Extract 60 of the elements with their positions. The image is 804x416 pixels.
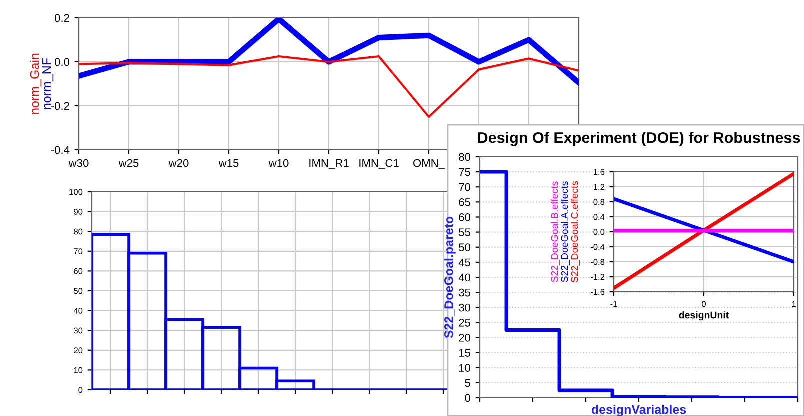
x-tick-label: OMN_ bbox=[413, 159, 446, 170]
y-tick-label: 40 bbox=[458, 274, 471, 282]
chart-title: Design Of Experiment (DOE) for Robustness bbox=[478, 132, 800, 146]
y-tick-label: 80 bbox=[459, 153, 471, 162]
y-tick-label: 0.2 bbox=[54, 14, 70, 22]
y-tick-label: 0.0 bbox=[594, 229, 605, 236]
text: S22_DoeGoal.B.effects bbox=[551, 182, 560, 282]
y-tick-label: 35 bbox=[459, 288, 471, 297]
x-tick-label: IMN_C1 bbox=[360, 159, 399, 170]
y-tick-label: 75 bbox=[459, 168, 471, 176]
y-tick-label: 50 bbox=[74, 288, 83, 294]
y-tick-label: 0 bbox=[78, 387, 83, 394]
y-tick-label: 30 bbox=[74, 328, 83, 334]
y-tick-label: 0.4 bbox=[594, 214, 605, 220]
y-tick-label: 70 bbox=[459, 183, 471, 192]
y-tick-label: 70 bbox=[74, 248, 83, 254]
y-tick-label: 65 bbox=[459, 198, 471, 206]
line-series bbox=[79, 55, 579, 118]
x-tick-label: IMN_R1 bbox=[310, 159, 349, 170]
x-tick-label: w25 bbox=[118, 159, 139, 168]
y-tick-label: 55 bbox=[459, 228, 471, 236]
y-tick-label: 60 bbox=[459, 214, 471, 222]
y-tick-label: 40 bbox=[74, 308, 83, 314]
y-tick-label: 30 bbox=[459, 304, 471, 312]
y-tick-label: 10 bbox=[74, 367, 83, 374]
x-tick-label: w20 bbox=[168, 159, 189, 168]
text: S22_DoeGoal.C.effects bbox=[571, 181, 580, 283]
x-tick-label: 1 bbox=[792, 301, 796, 308]
y-tick-label: 1.2 bbox=[594, 184, 605, 190]
text: S22_DoeGoal.A.effects bbox=[561, 182, 570, 282]
y-axis-title: S22_DoeGoal.pareto bbox=[444, 216, 456, 338]
text: norm_Gain bbox=[30, 54, 42, 114]
y-tick-label: 5 bbox=[465, 379, 471, 388]
x-tick-label: 0 bbox=[702, 301, 706, 308]
y-tick-label: -1.2 bbox=[590, 274, 605, 280]
x-tick-label: w10 bbox=[268, 159, 289, 168]
y-tick-label: -0.2 bbox=[51, 102, 70, 110]
y-tick-label: 20 bbox=[74, 348, 83, 354]
y-tick-label: 25 bbox=[459, 318, 471, 327]
y-tick-label: 0.0 bbox=[54, 58, 70, 66]
x-tick-label: -1 bbox=[610, 301, 618, 308]
y-tick-label: 90 bbox=[74, 209, 83, 215]
y-tick-label: 60 bbox=[74, 268, 83, 274]
y-tick-label: 10 bbox=[459, 364, 471, 372]
y-tick-label: 1.6 bbox=[594, 169, 605, 176]
y-tick-label: 45 bbox=[458, 258, 471, 267]
y-tick-label: 15 bbox=[459, 349, 471, 357]
y-tick-label: 20 bbox=[459, 334, 471, 342]
y-tick-label: 0 bbox=[465, 394, 471, 402]
y-tick-label: -1.6 bbox=[590, 289, 605, 296]
y-tick-label: -0.8 bbox=[590, 259, 605, 266]
y-tick-label: 50 bbox=[459, 244, 471, 252]
y-tick-label: -0.4 bbox=[590, 244, 605, 250]
y-tick-label: 80 bbox=[74, 228, 83, 235]
y-tick-label: 0.8 bbox=[594, 199, 605, 206]
x-tick-label: w30 bbox=[68, 159, 89, 168]
y-tick-label: -0.4 bbox=[51, 146, 70, 154]
y-tick-label: 100 bbox=[70, 189, 83, 196]
x-axis-title: designUnit bbox=[679, 312, 729, 321]
x-tick-label: w15 bbox=[218, 159, 239, 168]
